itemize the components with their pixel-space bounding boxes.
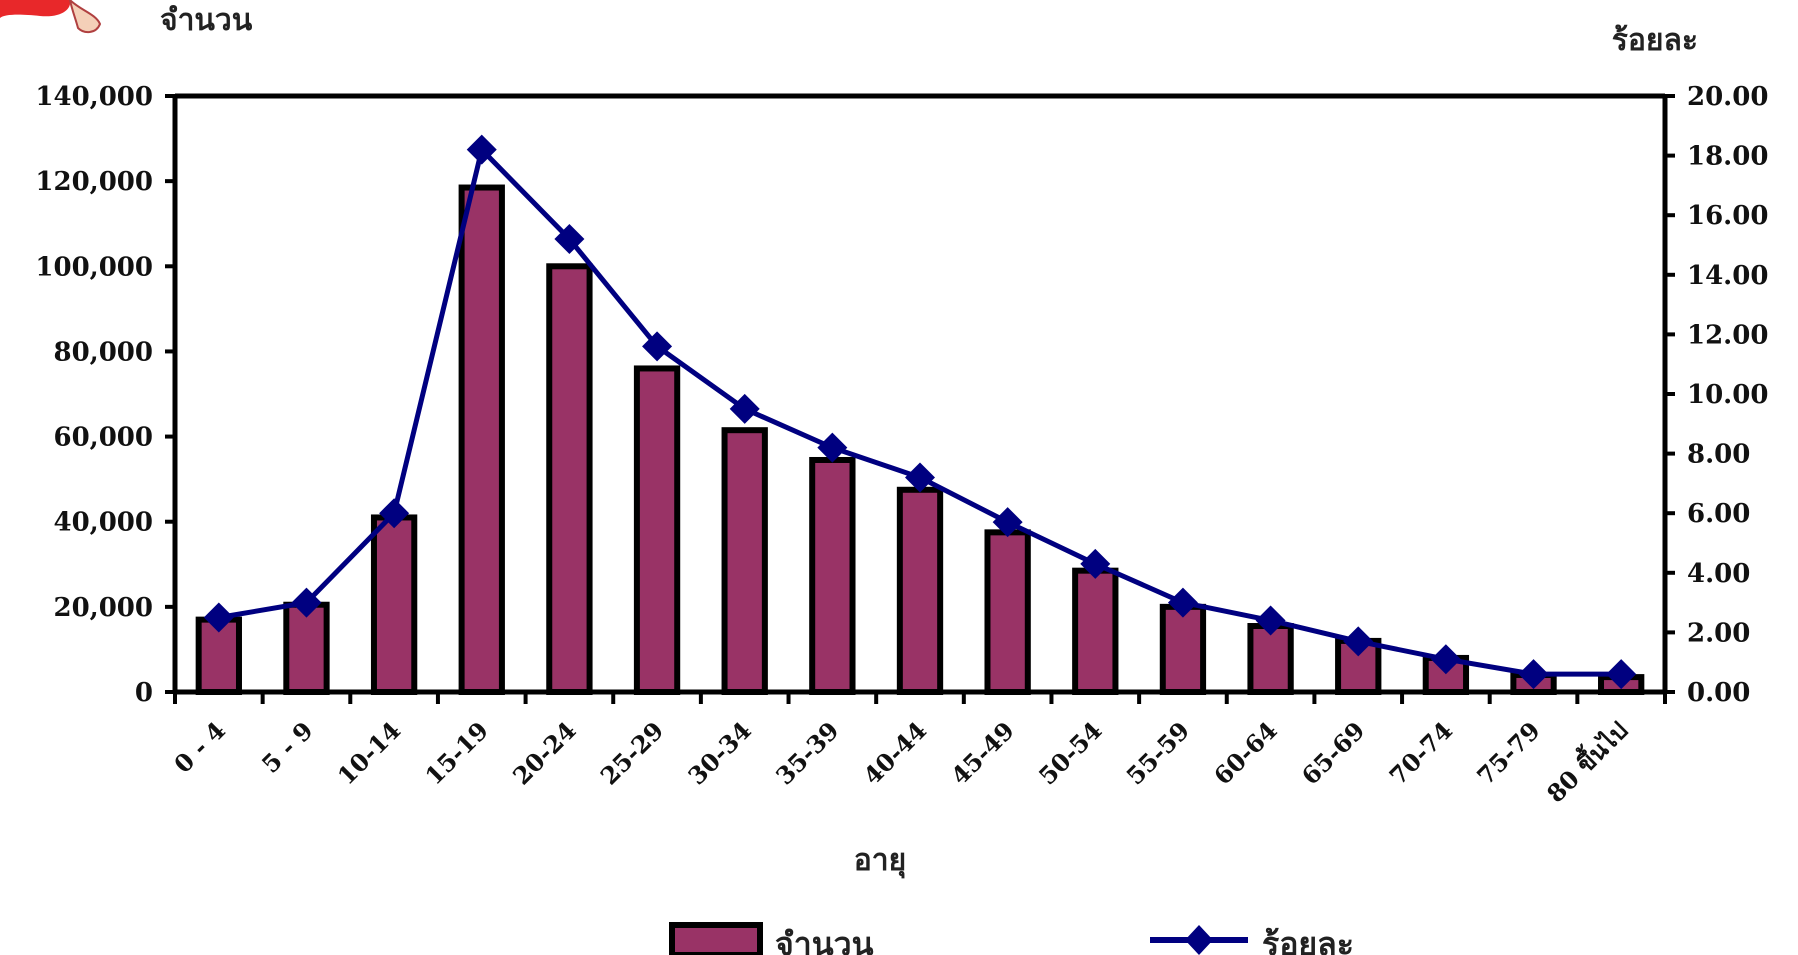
right-tick-label: 20.00 bbox=[1687, 82, 1768, 112]
bar-8 bbox=[809, 456, 856, 695]
bar-series bbox=[195, 184, 1645, 696]
line-point-9 bbox=[905, 462, 935, 493]
category-axis: 0 - 4 5 - 9 10-14 15-19 20-24 25-29 30-34 35-39… bbox=[168, 692, 1667, 808]
line-point-16 bbox=[1518, 659, 1549, 690]
category-label: 40-44 bbox=[857, 716, 932, 791]
bar-2 bbox=[283, 601, 330, 696]
category-label: 35-39 bbox=[770, 716, 845, 791]
right-tick-label: 8.00 bbox=[1687, 440, 1750, 470]
line-point-14 bbox=[1343, 626, 1374, 657]
right-axis: 0.00 2.00 4.00 6.00 8.00 10.00 12.00 14.00 16.00… bbox=[1665, 82, 1768, 708]
line-point-7 bbox=[729, 393, 760, 424]
category-label: 0 - 4 bbox=[168, 716, 231, 779]
category-label: 65-69 bbox=[1296, 716, 1371, 791]
left-tick-label: 100,000 bbox=[35, 252, 153, 282]
legend-line-marker bbox=[1185, 925, 1213, 955]
right-tick-label: 16.00 bbox=[1687, 201, 1768, 231]
left-axis: 0 20,000 40,000 60,000 80,000 100,000 120,000 1… bbox=[35, 82, 175, 708]
left-tick-label: 140,000 bbox=[35, 82, 153, 112]
line-point-15 bbox=[1430, 644, 1461, 675]
bar-12 bbox=[1159, 603, 1207, 695]
left-tick-label: 0 bbox=[135, 678, 153, 708]
bar-9 bbox=[896, 486, 944, 695]
line-point-12 bbox=[1167, 587, 1198, 618]
legend-bar-label: จำนวน bbox=[775, 925, 874, 955]
bar-7 bbox=[721, 427, 768, 695]
legend-bar-swatch bbox=[669, 922, 763, 955]
left-tick-label: 80,000 bbox=[53, 337, 153, 367]
left-axis-title: จำนวน bbox=[160, 3, 253, 38]
category-label: 50-54 bbox=[1033, 716, 1108, 791]
x-axis-title: อายุ bbox=[854, 843, 906, 879]
category-label: 5 - 9 bbox=[256, 716, 319, 779]
right-axis-title: ร้อยละ bbox=[1612, 23, 1698, 58]
bar-10 bbox=[984, 529, 1031, 695]
line-point-17 bbox=[1606, 659, 1637, 690]
mascot-image bbox=[0, 0, 102, 34]
category-label: 30-34 bbox=[682, 716, 757, 791]
bar-3 bbox=[370, 514, 418, 696]
category-label: 15-19 bbox=[419, 716, 494, 791]
category-label: 60-64 bbox=[1208, 716, 1283, 791]
bar-13 bbox=[1247, 623, 1294, 695]
line-series bbox=[203, 134, 1637, 690]
category-label: 10-14 bbox=[332, 716, 407, 791]
plot-frame bbox=[172, 93, 1668, 695]
bar-11 bbox=[1072, 567, 1119, 696]
line-point-3 bbox=[379, 498, 410, 529]
legend: จำนวน ร้อยละ bbox=[669, 922, 1354, 955]
right-tick-label: 12.00 bbox=[1687, 320, 1768, 350]
right-tick-label: 2.00 bbox=[1687, 618, 1750, 648]
category-label: 25-29 bbox=[595, 716, 670, 791]
bar-4 bbox=[458, 184, 505, 695]
legend-line-label: ร้อยละ bbox=[1262, 925, 1354, 955]
bar-5 bbox=[546, 263, 593, 695]
left-tick-label: 20,000 bbox=[53, 593, 153, 623]
left-tick-label: 40,000 bbox=[53, 508, 153, 538]
bar-6 bbox=[633, 365, 681, 695]
category-label: 45-49 bbox=[945, 716, 1020, 791]
line-point-5 bbox=[554, 224, 585, 255]
line-point-10 bbox=[992, 507, 1023, 538]
line-point-1 bbox=[203, 602, 234, 633]
line-point-4 bbox=[466, 134, 497, 165]
category-label: 20-24 bbox=[507, 716, 582, 791]
left-tick-label: 60,000 bbox=[53, 423, 153, 453]
category-label: 70-74 bbox=[1383, 716, 1458, 791]
right-tick-label: 14.00 bbox=[1687, 261, 1768, 291]
line-point-11 bbox=[1080, 548, 1111, 579]
right-tick-label: 6.00 bbox=[1687, 499, 1750, 529]
right-tick-label: 4.00 bbox=[1687, 559, 1750, 589]
category-label: 80 ขึ้นไป bbox=[1538, 713, 1633, 808]
line-point-2 bbox=[291, 587, 322, 618]
right-tick-label: 10.00 bbox=[1687, 380, 1768, 410]
category-label: 75-79 bbox=[1471, 716, 1546, 791]
category-label: 55-59 bbox=[1120, 716, 1195, 791]
left-tick-label: 120,000 bbox=[35, 167, 153, 197]
right-tick-label: 0.00 bbox=[1687, 678, 1750, 708]
right-tick-label: 18.00 bbox=[1687, 142, 1768, 172]
line-point-13 bbox=[1255, 605, 1286, 636]
line-point-8 bbox=[817, 432, 848, 463]
line-point-6 bbox=[642, 331, 673, 362]
